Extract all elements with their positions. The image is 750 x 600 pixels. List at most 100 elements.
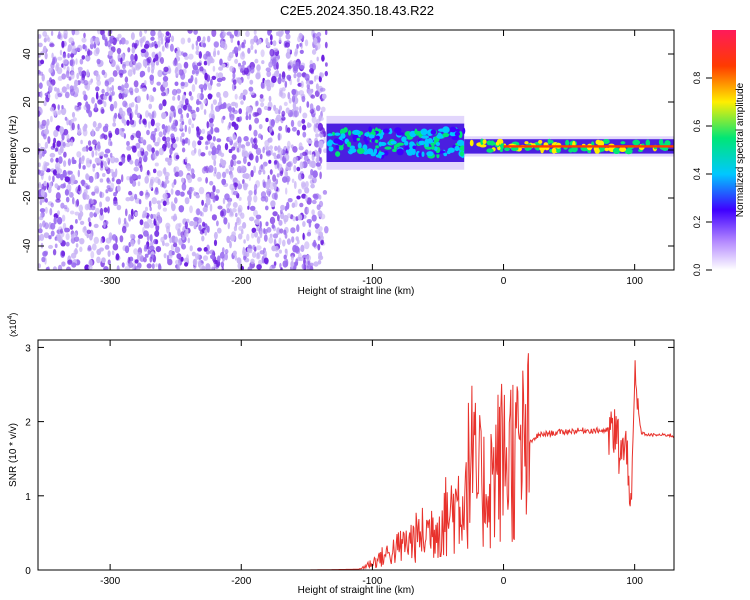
spectrogram-cell xyxy=(261,60,265,65)
spectrogram-cell xyxy=(68,37,74,44)
spectrogram-cell xyxy=(162,207,168,212)
spectrogram-cell xyxy=(222,171,227,178)
spectrogram-cell xyxy=(283,229,287,235)
spectrogram-cell xyxy=(237,209,243,216)
spectrogram-cell xyxy=(54,243,58,249)
spectrogram-cell xyxy=(126,119,130,126)
spectrogram-cell xyxy=(317,235,321,241)
spectrogram-cell xyxy=(79,211,84,217)
spectrogram-cell xyxy=(230,159,234,168)
x-tick-label: 100 xyxy=(626,576,643,587)
spectrogram-cell xyxy=(280,30,284,35)
spectrogram-cell xyxy=(284,42,290,48)
spectrogram-cell xyxy=(321,106,326,113)
spectrogram-cell xyxy=(105,237,112,244)
spectrogram-cell xyxy=(250,170,254,178)
spectrogram-cell xyxy=(248,86,254,92)
spectrogram-cell xyxy=(193,147,197,154)
spectrogram-blob xyxy=(504,147,510,152)
spectrogram-cell xyxy=(286,201,290,210)
spectrogram-cell xyxy=(221,266,224,270)
spectrogram-cell xyxy=(324,226,329,234)
spectrogram-cell xyxy=(137,262,142,269)
spectrogram-cell xyxy=(226,235,231,244)
spectrogram-blob xyxy=(438,150,446,154)
spectrogram-cell xyxy=(191,43,195,50)
spectrogram-cell xyxy=(112,122,117,127)
spectrogram-cell xyxy=(299,105,302,114)
y-tick-label: 3 xyxy=(25,343,31,354)
spectrogram-cell xyxy=(97,30,101,35)
spectrogram-cell xyxy=(207,267,212,270)
snr-scale-label: (x104) xyxy=(7,313,18,337)
spectrogram-cell xyxy=(166,254,170,262)
spectrogram-cell xyxy=(274,145,278,152)
spectrogram-cell xyxy=(64,227,68,233)
spectrogram-cell xyxy=(253,209,258,217)
spectrogram-cell xyxy=(149,234,153,242)
spectrogram-cell xyxy=(64,91,70,99)
spectrogram-cell xyxy=(194,68,200,75)
spectrogram-cell xyxy=(266,70,272,78)
spectrogram-cell xyxy=(310,94,316,99)
spectrogram-cell xyxy=(282,157,287,165)
spectrogram-cell xyxy=(150,118,155,127)
spectrogram-cell xyxy=(243,239,246,244)
spectrogram-cell xyxy=(102,125,109,133)
spectrogram-cell xyxy=(304,194,308,202)
spectrogram-cell xyxy=(269,169,273,175)
spectrogram-cell xyxy=(265,145,270,152)
spectrogram-cell xyxy=(231,83,236,91)
spectrogram-cell xyxy=(221,76,226,81)
spectrogram-cell xyxy=(144,176,149,184)
spectrogram-cell xyxy=(77,123,80,130)
spectrogram-cell xyxy=(315,157,320,163)
spectrogram-cell xyxy=(170,201,174,208)
spectrogram-cell xyxy=(211,75,217,80)
spectrogram-cell xyxy=(119,235,124,243)
spectrogram-cell xyxy=(325,62,328,67)
spectrogram-cell xyxy=(129,160,134,165)
spectrogram-cell xyxy=(251,227,257,233)
spectrogram-cell xyxy=(259,250,265,255)
spectrogram-cell xyxy=(74,105,78,110)
spectrogram-cell xyxy=(233,79,237,85)
spectrogram-cell xyxy=(265,67,271,72)
spectrogram-cell xyxy=(70,118,74,124)
spectrogram-cell xyxy=(198,186,205,195)
spectrogram-cell xyxy=(109,103,114,112)
spectrogram-cell xyxy=(226,208,231,214)
spectrogram-cell xyxy=(41,73,45,82)
spectrogram-cell xyxy=(170,105,175,112)
y-tick-label: -40 xyxy=(22,238,33,253)
spectrogram-cell xyxy=(133,80,139,88)
spectrogram-cell xyxy=(139,114,142,120)
spectrogram-cell xyxy=(243,39,247,45)
spectrogram-cell xyxy=(219,210,224,217)
spectrogram-blob xyxy=(337,140,344,146)
spectrogram-cell xyxy=(306,231,312,237)
spectrogram-cell xyxy=(274,117,280,124)
spectrogram-cell xyxy=(315,105,321,112)
spectrogram-cell xyxy=(94,207,100,215)
spectrogram-cell xyxy=(209,118,214,124)
spectrogram-cell xyxy=(75,58,78,65)
spectrogram-cell xyxy=(319,213,326,220)
spectrogram-cell xyxy=(135,64,140,71)
spectrogram-cell xyxy=(139,147,144,152)
spectrogram-cell xyxy=(263,181,266,188)
spectrogram-cell xyxy=(55,198,61,203)
spectrogram-cell xyxy=(49,83,54,91)
spectrogram-cell xyxy=(191,112,197,119)
spectrogram-cell xyxy=(187,37,191,43)
spectrogram-cell xyxy=(269,48,275,57)
spectrogram-cell xyxy=(202,255,209,261)
spectrogram-cell xyxy=(245,141,251,147)
spectrogram-cell xyxy=(232,208,237,213)
spectrogram-cell xyxy=(217,227,222,234)
spectrogram-cell xyxy=(71,156,75,165)
spectrogram-cell xyxy=(195,106,200,113)
spectrogram-cell xyxy=(247,47,251,54)
spectrogram-cell xyxy=(76,72,80,80)
spectrogram-cell xyxy=(240,64,245,72)
